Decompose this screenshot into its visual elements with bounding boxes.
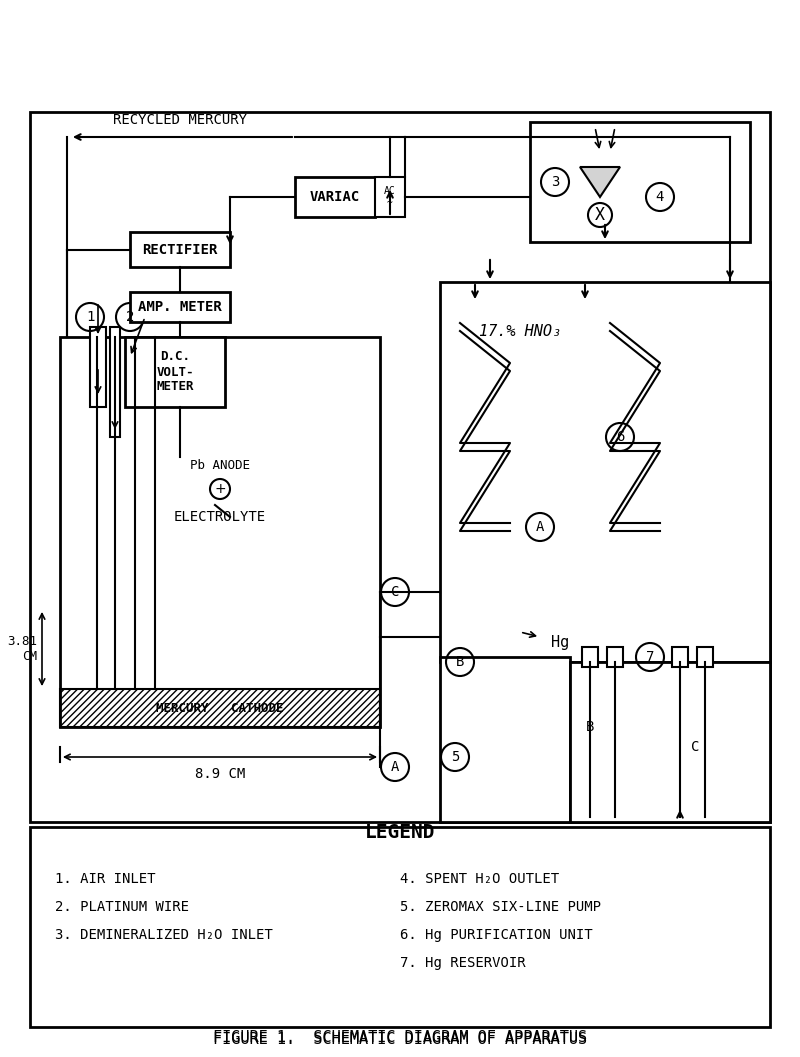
Bar [697, 647, 713, 667]
Text: 3.81
CM: 3.81 CM [7, 635, 37, 663]
Text: 4. SPENT H₂O OUTLET: 4. SPENT H₂O OUTLET [400, 872, 559, 886]
Bar [30, 112, 770, 822]
Text: 2: 2 [126, 310, 134, 324]
Text: C: C [691, 740, 699, 754]
Text: 5. ZEROMAX SIX-LINE PUMP: 5. ZEROMAX SIX-LINE PUMP [400, 900, 601, 914]
Text: B: B [456, 655, 464, 669]
Text: D.C.
VOLT-
METER: D.C. VOLT- METER [156, 351, 194, 393]
Bar [130, 292, 230, 322]
Text: 6: 6 [616, 430, 624, 444]
Text: 6. Hg PURIFICATION UNIT: 6. Hg PURIFICATION UNIT [400, 928, 593, 942]
Text: 7. Hg RESERVOIR: 7. Hg RESERVOIR [400, 956, 526, 970]
Text: ELECTROLYTE: ELECTROLYTE [174, 509, 266, 524]
Text: RECTIFIER: RECTIFIER [142, 243, 218, 257]
Text: 7: 7 [646, 650, 654, 664]
Bar [440, 282, 770, 662]
Text: 5: 5 [451, 750, 459, 764]
Text: FIGURE 1.  SCHEMATIC DIAGRAM OF APPARATUS: FIGURE 1. SCHEMATIC DIAGRAM OF APPARATUS [213, 1030, 587, 1045]
Text: 2. PLATINUM WIRE: 2. PLATINUM WIRE [55, 900, 189, 914]
Text: MERCURY   CATHODE: MERCURY CATHODE [156, 702, 284, 715]
Bar [60, 689, 380, 727]
Text: RECYCLED MERCURY: RECYCLED MERCURY [113, 113, 247, 127]
Text: 8.9 CM: 8.9 CM [195, 767, 245, 781]
Text: +: + [214, 482, 226, 496]
Text: 1: 1 [86, 310, 94, 324]
Bar [440, 657, 570, 822]
Bar [125, 337, 225, 407]
Text: X: X [595, 206, 605, 224]
Bar [375, 177, 405, 217]
Bar [672, 647, 688, 667]
Text: AC
~: AC ~ [384, 186, 396, 208]
Text: LEGEND: LEGEND [365, 823, 435, 842]
Bar [582, 647, 598, 667]
Bar [110, 327, 120, 437]
Bar [607, 647, 623, 667]
Text: FIGURE 1.  SCHEMATIC DIAGRAM OF APPARATUS: FIGURE 1. SCHEMATIC DIAGRAM OF APPARATUS [213, 1032, 587, 1047]
Text: A: A [391, 760, 399, 774]
Text: Pb ANODE: Pb ANODE [190, 459, 250, 472]
Bar [60, 337, 380, 727]
Text: 3. DEMINERALIZED H₂O INLET: 3. DEMINERALIZED H₂O INLET [55, 928, 273, 942]
Bar [295, 177, 375, 217]
Text: 4: 4 [656, 190, 664, 204]
Text: VARIAC: VARIAC [310, 190, 360, 204]
Text: 1. AIR INLET: 1. AIR INLET [55, 872, 155, 886]
Bar [530, 122, 750, 242]
Text: 3: 3 [551, 175, 559, 189]
Bar [570, 662, 770, 822]
Text: C: C [391, 585, 399, 599]
Bar [30, 827, 770, 1027]
Text: Hg: Hg [551, 634, 569, 649]
Bar [130, 231, 230, 267]
Text: A: A [536, 520, 544, 534]
Polygon shape [580, 167, 620, 197]
Bar [90, 327, 106, 407]
Text: B: B [586, 720, 594, 734]
Text: AMP. METER: AMP. METER [138, 300, 222, 314]
Text: 17.% HNO₃: 17.% HNO₃ [479, 324, 561, 339]
